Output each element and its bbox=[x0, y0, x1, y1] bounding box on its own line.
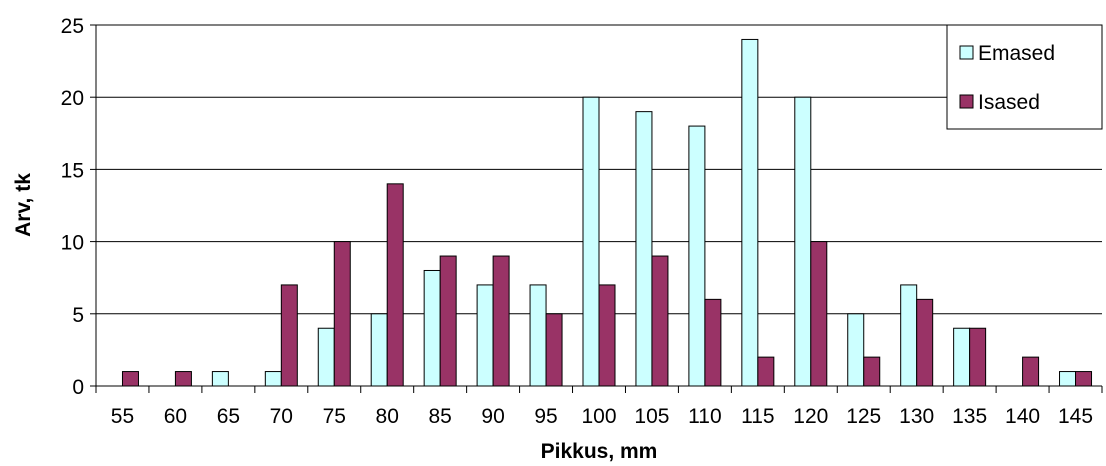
x-axis-title: Pikkus, mm bbox=[541, 440, 658, 463]
bar-emased-90 bbox=[476, 284, 494, 387]
y-tick-label: 25 bbox=[61, 15, 84, 38]
bar-emased-120 bbox=[794, 96, 812, 387]
bar-emased-80 bbox=[370, 313, 388, 387]
y-axis-title: Arv, tk bbox=[12, 173, 35, 237]
x-tick-label: 80 bbox=[376, 405, 399, 428]
bar-isased-115 bbox=[757, 356, 775, 387]
y-tick-label: 20 bbox=[61, 87, 84, 110]
bar-isased-80 bbox=[386, 183, 404, 387]
x-tick-label: 110 bbox=[688, 405, 721, 428]
bar-isased-75 bbox=[333, 241, 351, 387]
x-tick-label: 75 bbox=[323, 405, 346, 428]
y-tick-label: 10 bbox=[61, 232, 84, 255]
legend-label-emased: Emased bbox=[978, 42, 1055, 65]
y-tick-label: 15 bbox=[61, 159, 84, 182]
x-tick-label: 90 bbox=[481, 405, 504, 428]
legend-swatch-emased bbox=[959, 45, 974, 60]
bar-isased-70 bbox=[280, 284, 298, 387]
bar-isased-105 bbox=[651, 255, 669, 387]
x-tick-label: 70 bbox=[270, 405, 293, 428]
x-tick-label: 65 bbox=[217, 405, 240, 428]
bar-emased-115 bbox=[741, 38, 759, 387]
bar-emased-70 bbox=[264, 371, 282, 387]
bar-isased-85 bbox=[439, 255, 457, 387]
bar-isased-90 bbox=[492, 255, 510, 387]
bar-emased-100 bbox=[582, 96, 600, 387]
bar-emased-75 bbox=[317, 327, 335, 387]
bar-emased-85 bbox=[423, 269, 441, 387]
x-tick-label: 60 bbox=[164, 405, 187, 428]
bar-isased-100 bbox=[598, 284, 616, 387]
x-tick-label: 145 bbox=[1058, 405, 1093, 428]
bar-isased-55 bbox=[121, 371, 139, 387]
y-tick-label: 5 bbox=[72, 304, 84, 327]
x-tick-label: 100 bbox=[581, 405, 616, 428]
bar-isased-135 bbox=[969, 327, 987, 387]
bar-isased-130 bbox=[916, 298, 934, 387]
x-tick-label: 55 bbox=[111, 405, 134, 428]
bar-isased-140 bbox=[1022, 356, 1040, 387]
bar-isased-125 bbox=[863, 356, 881, 387]
x-tick-label: 95 bbox=[534, 405, 557, 428]
x-tick-label: 135 bbox=[952, 405, 987, 428]
bar-emased-135 bbox=[953, 327, 971, 387]
x-tick-label: 125 bbox=[846, 405, 881, 428]
bar-emased-95 bbox=[529, 284, 547, 387]
bar-emased-130 bbox=[900, 284, 918, 387]
bar-isased-95 bbox=[545, 313, 563, 387]
bar-emased-145 bbox=[1059, 371, 1077, 387]
x-tick-label: 130 bbox=[899, 405, 934, 428]
x-tick-label: 105 bbox=[634, 405, 669, 428]
bar-emased-105 bbox=[635, 111, 653, 387]
x-tick-label: 115 bbox=[741, 405, 774, 428]
bar-emased-125 bbox=[847, 313, 865, 387]
y-tick-label: 0 bbox=[72, 376, 84, 399]
legend-box bbox=[946, 24, 1103, 130]
x-tick-label: 140 bbox=[1005, 405, 1040, 428]
bar-emased-65 bbox=[211, 371, 229, 387]
bar-isased-110 bbox=[704, 298, 722, 387]
x-tick-label: 120 bbox=[793, 405, 828, 428]
bar-isased-60 bbox=[174, 371, 192, 387]
bar-isased-145 bbox=[1075, 371, 1093, 387]
legend-label-isased: Isased bbox=[978, 91, 1040, 114]
legend-swatch-isased bbox=[959, 94, 974, 109]
bar-emased-110 bbox=[688, 125, 706, 387]
legend: Emased Isased bbox=[946, 24, 1103, 130]
bar-isased-120 bbox=[810, 241, 828, 387]
x-tick-label: 85 bbox=[428, 405, 451, 428]
